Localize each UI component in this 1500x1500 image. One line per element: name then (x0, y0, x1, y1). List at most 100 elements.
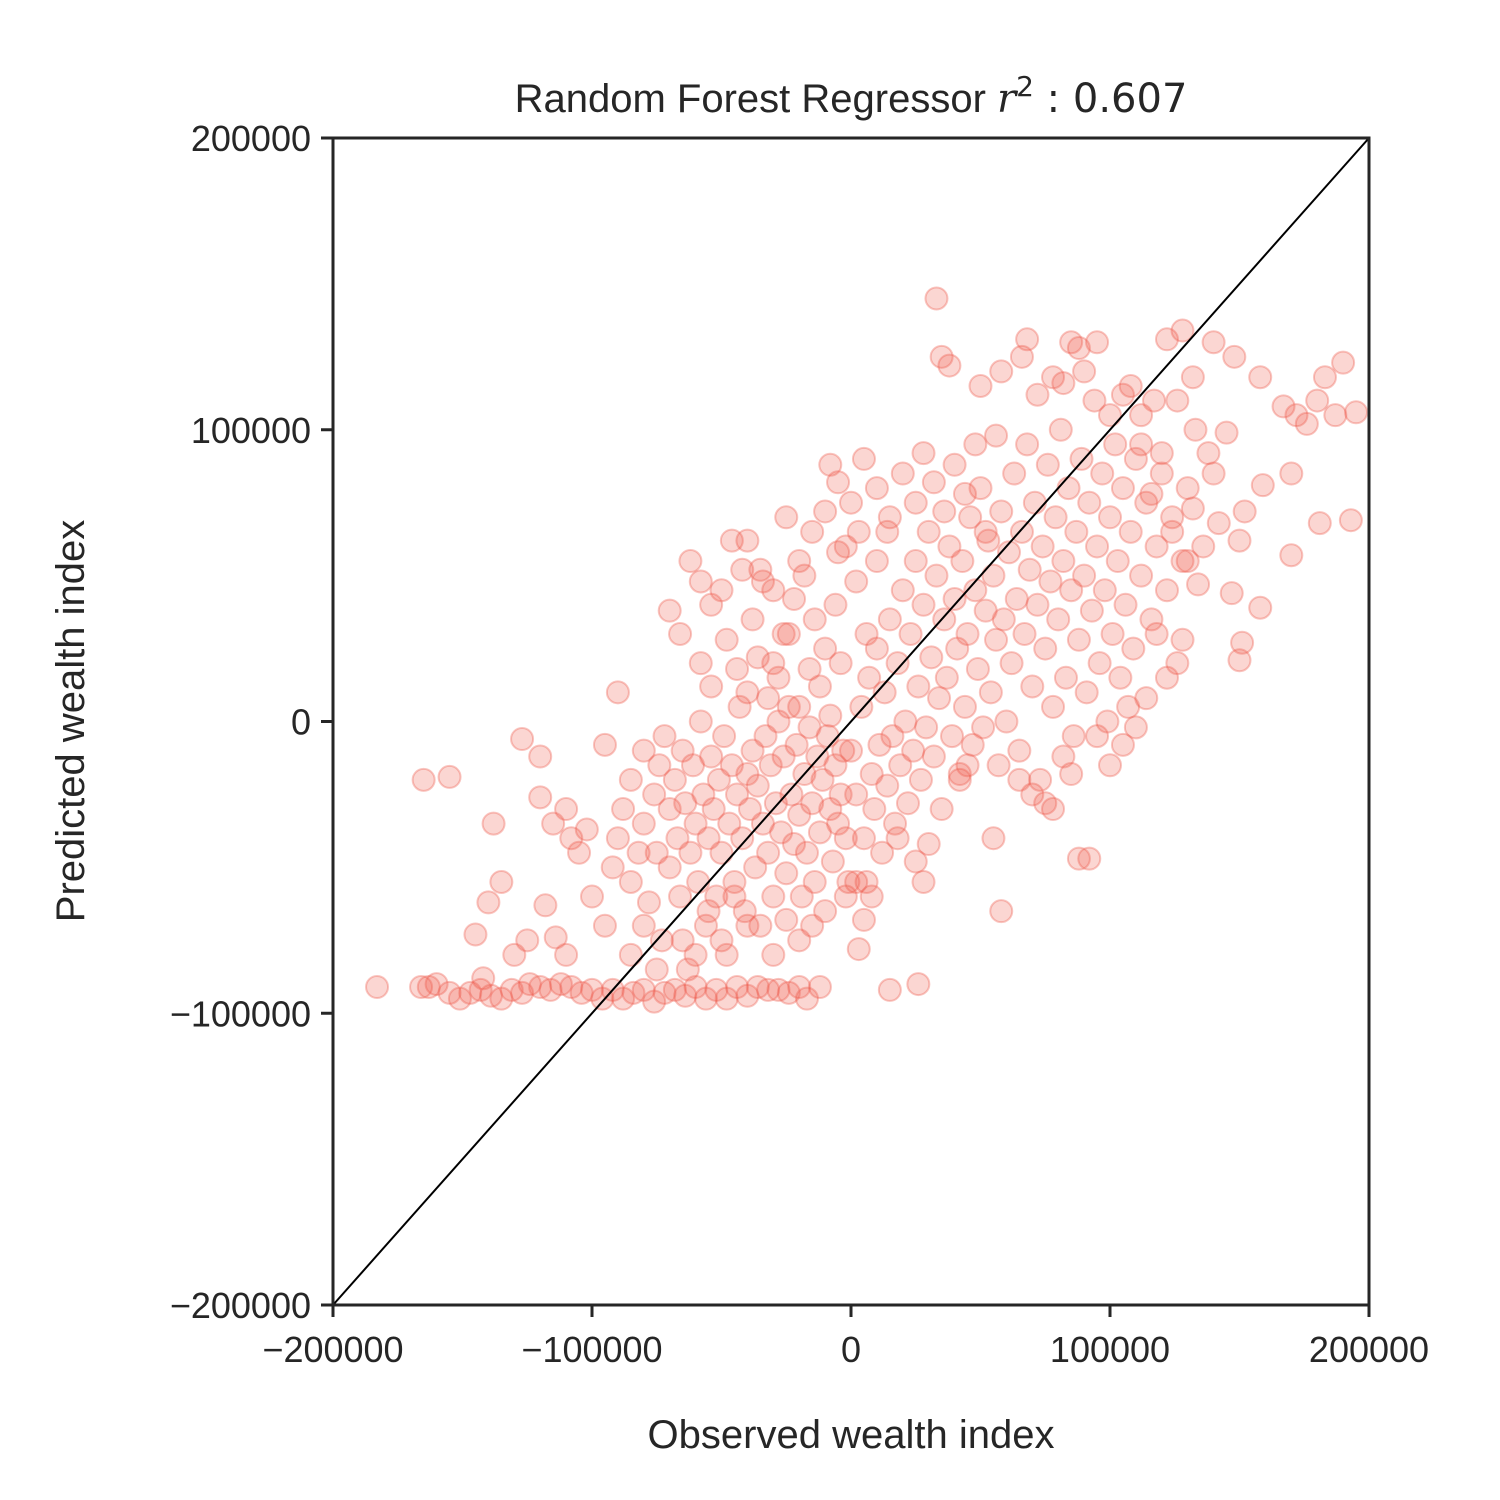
scatter-point (732, 899, 757, 924)
scatter-point (937, 353, 962, 378)
scatter-point (618, 767, 643, 792)
scatter-point (903, 849, 928, 874)
scatter-point (722, 869, 747, 894)
scatter-point (756, 686, 781, 711)
scatter-point (1222, 344, 1247, 369)
scatter-point (683, 942, 708, 967)
scatter-point (1002, 461, 1027, 486)
scatter-point (1020, 782, 1045, 807)
scatter-point (787, 694, 812, 719)
scatter-point (673, 983, 698, 1008)
scatter-point (942, 452, 967, 477)
scatter-point (1017, 557, 1042, 582)
scatter-point (789, 884, 814, 909)
scatter-point (1110, 382, 1135, 407)
scatter-point (1066, 336, 1091, 361)
scatter-point (528, 744, 553, 769)
scatter-point (994, 709, 1019, 734)
scatter-point (510, 980, 535, 1005)
scatter-point (748, 913, 773, 938)
scatter-point (823, 592, 848, 617)
scatter-point (1074, 680, 1099, 705)
scatter-point (709, 928, 734, 953)
scatter-point (722, 884, 747, 909)
scatter-point (1284, 403, 1309, 428)
scatter-point (1139, 607, 1164, 632)
scatter-point (580, 977, 604, 1002)
scatter-point (802, 869, 827, 894)
scatter-point (1051, 549, 1076, 574)
scatter-point (696, 899, 721, 924)
scatter-point (618, 942, 643, 967)
scatter-point (1015, 327, 1040, 352)
scatter-point (911, 441, 936, 466)
scatter-point (554, 797, 579, 822)
x-axis-ticks: −200000 −100000 0 100000 200000 (262, 1305, 1429, 1370)
y-tick-label: −200000 (170, 1285, 311, 1326)
scatter-point (779, 782, 804, 807)
scatter-point (665, 826, 690, 851)
scatter-point (1066, 627, 1091, 652)
scatter-point (1134, 686, 1159, 711)
scatter-point (574, 817, 599, 842)
scatter-point (699, 674, 724, 699)
scatter-point (1092, 578, 1117, 603)
scatter-point (662, 767, 687, 792)
scatter-point (984, 423, 1009, 448)
scatter-point (831, 738, 856, 763)
scatter-point (978, 680, 1003, 705)
scatter-point (991, 607, 1016, 632)
scatter-point (774, 907, 799, 932)
scatter-point (670, 738, 695, 763)
scatter-point (782, 832, 807, 857)
scatter-point (906, 972, 931, 997)
scatter-point (649, 928, 674, 953)
scatter-point (642, 782, 667, 807)
scatter-point (447, 986, 472, 1011)
scatter-point (851, 907, 876, 932)
scatter-point (735, 680, 760, 705)
scatter-point (1079, 598, 1104, 623)
scatter-point (548, 972, 573, 997)
scatter-point (952, 481, 977, 506)
scatter-point (688, 569, 713, 594)
scatter-point (787, 549, 812, 574)
scatter-point (906, 674, 931, 699)
scatter-point (877, 505, 902, 530)
scatter-point (683, 811, 708, 836)
scatter-point (976, 528, 1001, 553)
scatter-point (1186, 572, 1211, 597)
scatter-point (1035, 452, 1060, 477)
scatter-point (813, 899, 838, 924)
scatter-point (1077, 846, 1102, 871)
scatter-point (541, 811, 566, 836)
scatter-point (611, 986, 636, 1011)
scatter-point (999, 651, 1024, 676)
scatter-point (921, 744, 946, 769)
scatter-point (833, 884, 858, 909)
scatter-point (533, 893, 558, 918)
scatter-point (636, 890, 661, 915)
scatter-point (1121, 636, 1146, 661)
scatter-point (945, 636, 970, 661)
scatter-point (761, 578, 786, 603)
scatter-point (1110, 476, 1135, 501)
scatter-point (895, 791, 920, 816)
scatter-point (409, 974, 434, 999)
scatter-point (437, 980, 462, 1005)
scatter-point (1098, 753, 1122, 778)
scatter-point (1165, 651, 1190, 676)
scatter-point (458, 980, 483, 1005)
scatter-point (652, 724, 677, 749)
scatter-point (963, 432, 988, 457)
scatter-point (1214, 420, 1239, 445)
scatter-point (826, 540, 851, 565)
scatter-point (365, 974, 390, 999)
scatter-point (989, 499, 1014, 524)
scatter-point (1098, 403, 1122, 428)
scatter-point (919, 645, 944, 670)
scatter-point (1020, 674, 1045, 699)
scatter-point (543, 925, 568, 950)
x-axis-label: Observed wealth index (648, 1413, 1055, 1457)
